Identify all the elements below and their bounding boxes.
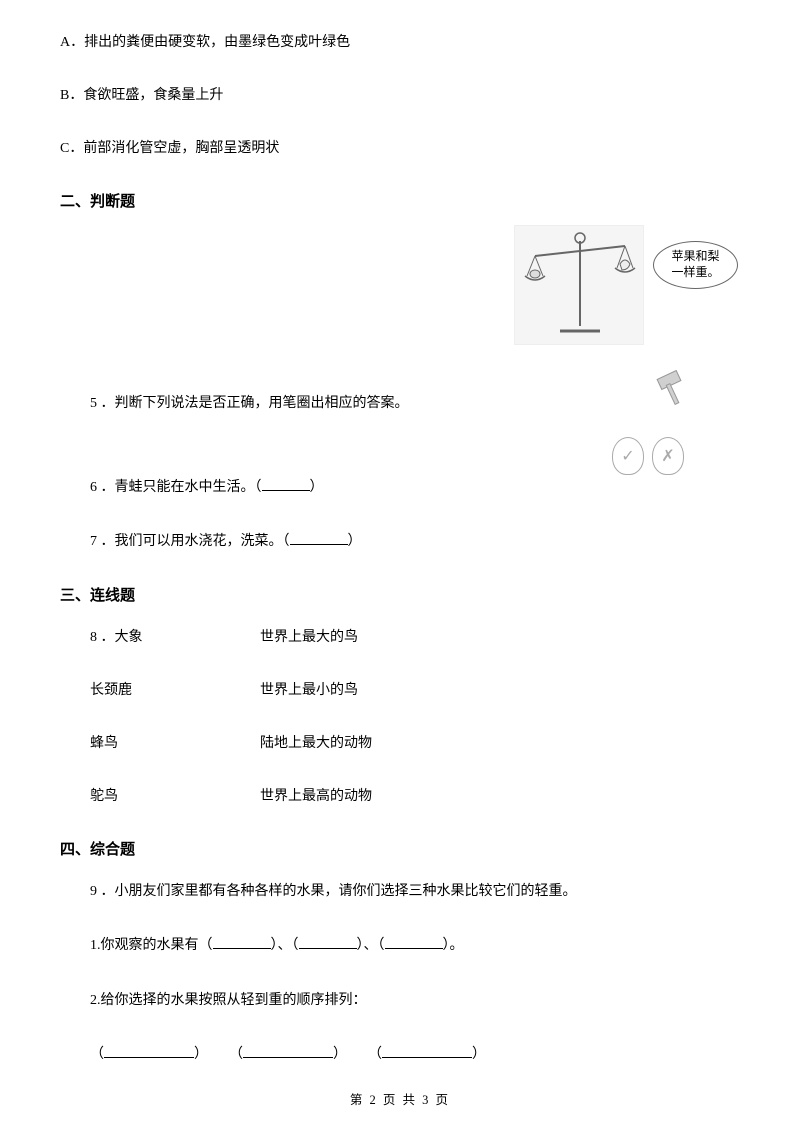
match-1-left: 大象 [115, 630, 143, 645]
q9-1-mid1: ）、（ [271, 938, 299, 953]
section-2-title: 二、判断题 [60, 190, 740, 211]
lp1: （ [90, 1047, 104, 1062]
match-row-4: 鸵鸟 世界上最高的动物 [60, 784, 740, 809]
q9-1-post: ）。 [443, 938, 464, 953]
q6-blank[interactable] [262, 477, 310, 491]
hammer-icon [652, 371, 684, 407]
question-9-2: 2.给你选择的水果按照从轻到重的顺序排列： [60, 988, 740, 1015]
q9-1-blank3[interactable] [385, 935, 443, 949]
cross-stamp-icon: ✗ [652, 437, 684, 475]
q7-text-post: ） [348, 534, 362, 549]
question-7: 7 ．我们可以用水浇花，洗菜。（ ） [60, 529, 740, 556]
bubble-line1: 苹果和梨 [671, 249, 719, 265]
q9-2-blank1[interactable] [104, 1044, 194, 1058]
check-stamp-icon: ✓ [612, 437, 644, 475]
match-3-left: 蜂鸟 [90, 731, 260, 756]
rp2: ） [333, 1047, 347, 1062]
match-4-left: 鸵鸟 [90, 784, 260, 809]
q9-1-pre: 1.你观察的水果有（ [90, 938, 213, 953]
match-3-right: 陆地上最大的动物 [260, 731, 740, 756]
q9-1-blank2[interactable] [299, 935, 357, 949]
match-row-1: 8 ．大象 世界上最大的鸟 [60, 625, 740, 650]
rp1: ） [194, 1047, 208, 1062]
match-4-right: 世界上最高的动物 [260, 784, 740, 809]
question-9-1: 1.你观察的水果有（ ）、（ ）、（ ）。 [60, 933, 740, 960]
speech-bubble: 苹果和梨 一样重。 [653, 241, 738, 289]
q9-1-blank1[interactable] [213, 935, 271, 949]
balance-scale-image: 苹果和梨 一样重。 [514, 225, 644, 345]
match-1-right: 世界上最大的鸟 [260, 625, 740, 650]
q9-2-blank2[interactable] [243, 1044, 333, 1058]
q9-2-blank3[interactable] [382, 1044, 472, 1058]
q6-text-pre: 6 ．青蛙只能在水中生活。（ [90, 480, 262, 495]
lp2: （ [229, 1047, 243, 1062]
match-2-left: 长颈鹿 [90, 678, 260, 703]
illustration-area: 苹果和梨 一样重。 ✓ ✗ [454, 225, 704, 475]
match-row-2: 长颈鹿 世界上最小的鸟 [60, 678, 740, 703]
match-2-right: 世界上最小的鸟 [260, 678, 740, 703]
stamp-icons-row2: ✓ ✗ [454, 437, 704, 475]
q8-num: 8 ． [90, 630, 115, 645]
rp3: ） [472, 1047, 486, 1062]
match-row-3: 蜂鸟 陆地上最大的动物 [60, 731, 740, 756]
lp3: （ [368, 1047, 382, 1062]
bubble-line2: 一样重。 [671, 265, 719, 281]
page-footer: 第 2 页 共 3 页 [0, 1089, 800, 1108]
option-b: B．食欲旺盛，食桑量上升 [60, 83, 740, 108]
q7-blank[interactable] [290, 531, 348, 545]
option-c: C．前部消化管空虚，胸部呈透明状 [60, 136, 740, 161]
question-9: 9 ．小朋友们家里都有各种各样的水果，请你们选择三种水果比较它们的轻重。 [60, 879, 740, 906]
section-3-title: 三、连线题 [60, 584, 740, 605]
q6-text-post: ） [310, 480, 324, 495]
section-4-title: 四、综合题 [60, 838, 740, 859]
question-9-2-blanks: （ ） （ ） （ ） [60, 1042, 740, 1069]
q9-1-mid2: ）、（ [357, 938, 385, 953]
stamp-icons-row [454, 371, 704, 417]
q7-text-pre: 7 ．我们可以用水浇花，洗菜。（ [90, 534, 290, 549]
option-a: A．排出的粪便由硬变软，由墨绿色变成叶绿色 [60, 30, 740, 55]
question-6: 6 ．青蛙只能在水中生活。（ ） [60, 475, 740, 502]
